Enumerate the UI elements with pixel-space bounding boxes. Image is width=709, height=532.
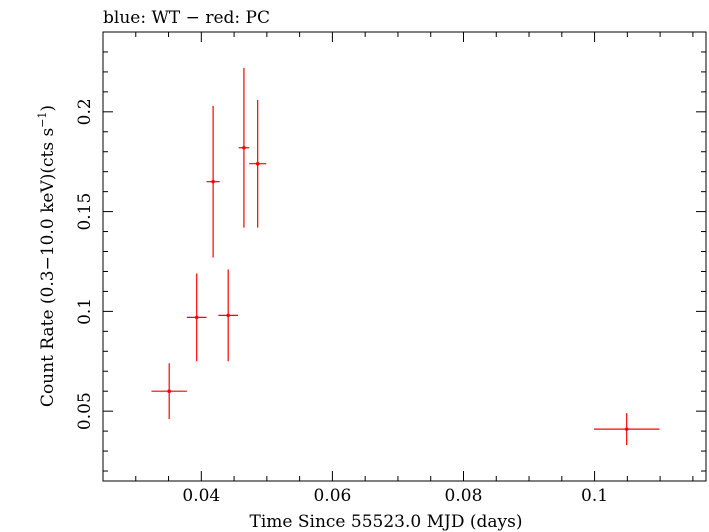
y-axis-label-superscript: −1 xyxy=(36,112,49,128)
x-tick-label: 0.04 xyxy=(182,486,220,506)
data-marker xyxy=(167,389,171,394)
data-point xyxy=(206,105,220,258)
data-marker xyxy=(255,161,260,166)
data-marker xyxy=(211,179,215,184)
y-axis-label-main: Count Rate (0.3−10.0 keV)(cts s xyxy=(38,128,58,407)
x-tick-label: 0.08 xyxy=(445,486,483,506)
data-point xyxy=(218,269,239,362)
x-tick-label: 0.06 xyxy=(313,486,351,506)
data-marker xyxy=(194,315,199,320)
data-point xyxy=(593,413,660,446)
y-tick-label: 0.15 xyxy=(75,193,95,231)
data-point xyxy=(186,273,207,362)
y-tick-label: 0.1 xyxy=(75,298,95,325)
data-point xyxy=(249,99,267,228)
y-tick-label: 0.2 xyxy=(75,98,95,125)
y-axis-label: Count Rate (0.3−10.0 keV)(cts s−1) xyxy=(36,105,58,407)
data-marker xyxy=(242,145,246,150)
axis-ticks xyxy=(102,31,706,481)
x-axis-label: Time Since 55523.0 MJD (days) xyxy=(250,512,523,532)
x-tick-label: 0.1 xyxy=(581,486,608,506)
data-marker xyxy=(624,427,629,431)
data-point xyxy=(151,363,187,420)
data-point xyxy=(238,67,250,228)
axis-tick-labels: 0.04 0.06 0.08 0.1 0.05 0.1 0.15 0.2 xyxy=(75,98,608,506)
y-axis-label-close: ) xyxy=(38,105,58,112)
data-points xyxy=(151,67,660,446)
data-marker xyxy=(226,313,230,318)
chart-title: blue: WT − red: PC xyxy=(103,8,270,28)
plot-frame xyxy=(102,31,707,482)
y-tick-label: 0.05 xyxy=(75,392,95,430)
